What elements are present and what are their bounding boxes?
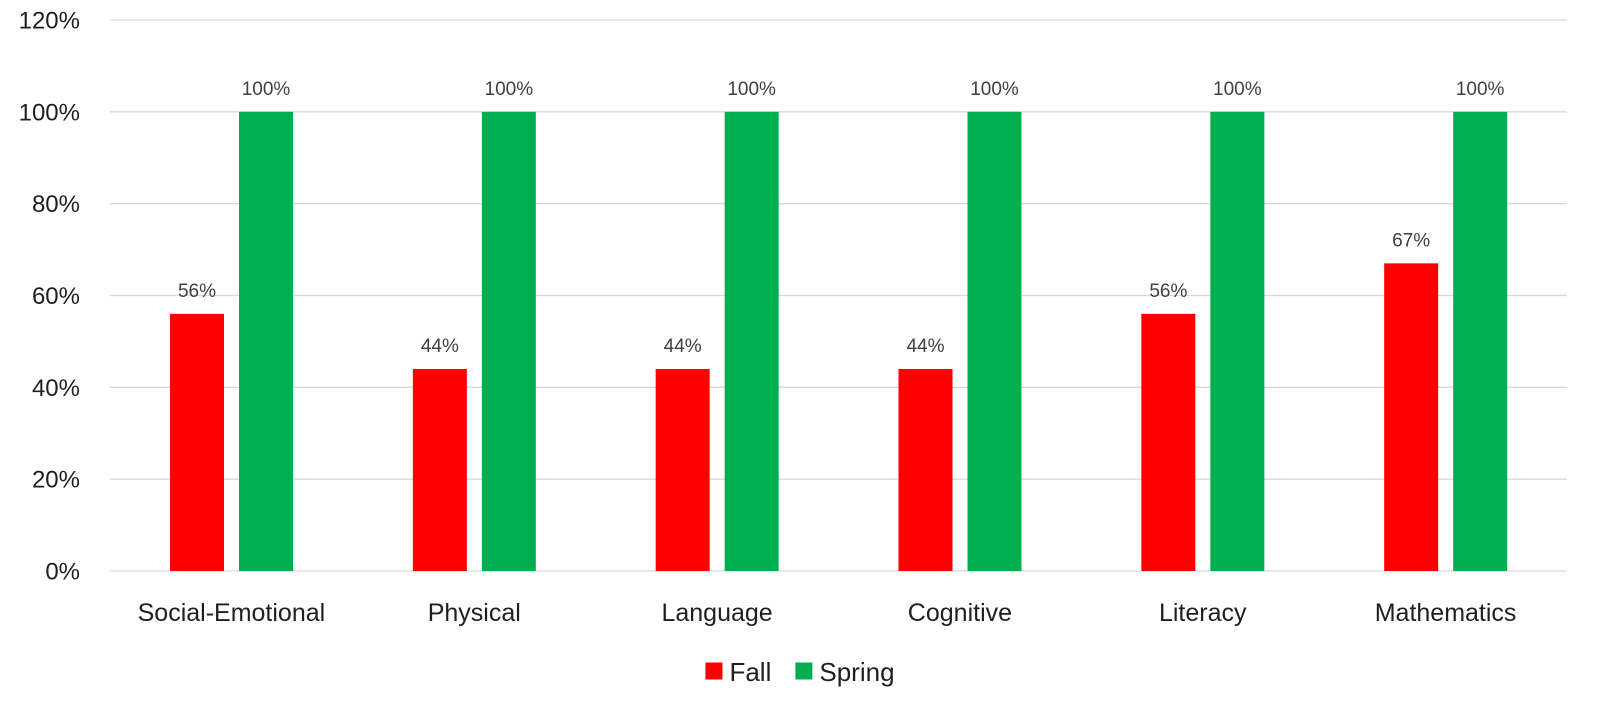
data-label-fall-5: 67% (1392, 230, 1430, 251)
legend-label-fall: Fall (729, 657, 771, 687)
bars (170, 111, 1508, 571)
data-label-fall-1: 44% (421, 336, 459, 357)
bar-spring-5 (1453, 111, 1508, 571)
data-label-spring-3: 100% (970, 79, 1019, 100)
bar-fall-2 (655, 368, 710, 571)
y-tick-label: 120% (19, 8, 80, 35)
y-tick-label: 100% (19, 99, 80, 126)
bar-spring-4 (1210, 111, 1265, 571)
data-label-fall-2: 44% (664, 336, 702, 357)
x-category-label: Language (661, 599, 772, 627)
bar-fall-4 (1141, 313, 1196, 571)
bar-spring-1 (481, 111, 536, 571)
bar-fall-5 (1384, 263, 1439, 571)
data-label-spring-5: 100% (1456, 79, 1505, 100)
x-category-label: Physical (428, 599, 521, 627)
data-label-fall-4: 56% (1149, 281, 1187, 302)
bar-fall-3 (898, 368, 953, 571)
bar-fall-0 (170, 313, 224, 571)
data-labels: 56% 100% 44% 100% 44% 100% 44% 100% 56% 100% 67% 10… (178, 79, 1505, 357)
x-category-label: Social-Emotional (138, 599, 326, 627)
data-label-fall-0: 56% (178, 281, 216, 302)
bar-spring-2 (724, 111, 779, 571)
bar-spring-3 (967, 111, 1022, 571)
data-label-spring-4: 100% (1213, 79, 1262, 100)
legend-label-spring: Spring (819, 657, 894, 687)
x-category-label: Cognitive (908, 599, 1012, 627)
x-axis-categories: Social-Emotional Physical Language Cognitiv… (138, 599, 1517, 627)
y-tick-label: 60% (32, 283, 80, 310)
data-label-spring-1: 100% (485, 79, 534, 100)
x-category-label: Mathematics (1375, 599, 1517, 627)
gridlines (110, 19, 1567, 572)
data-label-spring-0: 100% (242, 79, 291, 100)
y-tick-label: 40% (32, 375, 80, 402)
bar-spring-0 (239, 111, 293, 571)
bar-fall-1 (412, 368, 467, 571)
x-category-label: Literacy (1159, 599, 1247, 627)
y-tick-label: 80% (32, 191, 80, 218)
y-tick-label: 20% (32, 467, 80, 494)
legend: Fall Spring (705, 657, 895, 687)
data-label-spring-2: 100% (727, 79, 776, 100)
legend-swatch-spring (795, 662, 813, 680)
legend-swatch-fall (705, 662, 723, 680)
y-axis-ticks: 0% 20% 40% 60% 80% 100% 120% (19, 8, 80, 586)
data-label-fall-3: 44% (906, 336, 944, 357)
y-tick-label: 0% (45, 559, 80, 586)
